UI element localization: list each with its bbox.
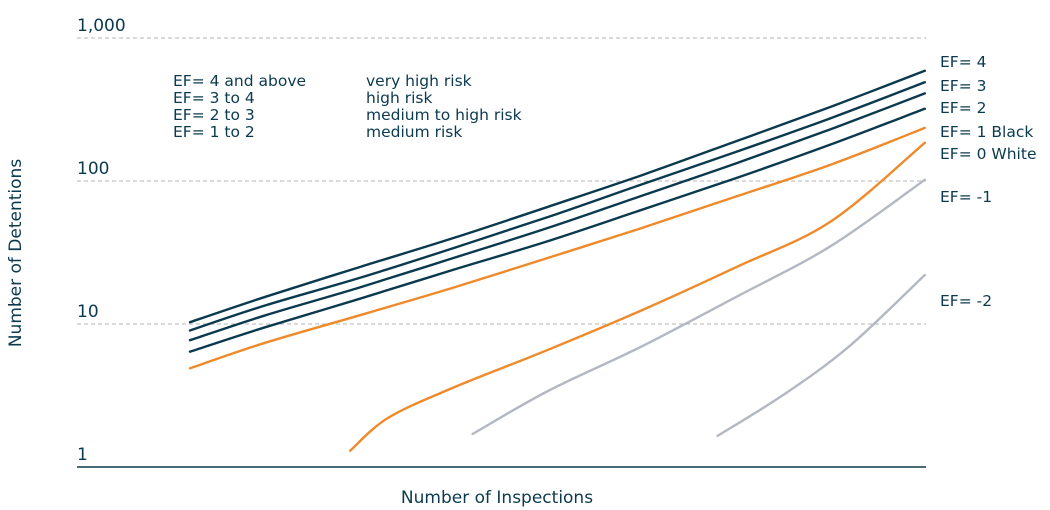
series-line-ef2	[188, 92, 926, 342]
key-range: EF= 2 to 3	[173, 106, 255, 124]
series-lines	[188, 69, 926, 452]
y-axis-title: Number of Detentions	[6, 159, 26, 347]
series-labels: EF= 4 EF= 3 EF= 2 EF= 1 Black EF= 0 White EF=…	[940, 53, 1036, 310]
series-line-ef1black	[188, 107, 926, 353]
series-label: EF= -2	[940, 292, 992, 310]
series-label: EF= 3	[940, 77, 987, 95]
series-label: EF= 4	[940, 53, 987, 71]
series-line-ef0white	[188, 126, 926, 370]
key-risk: medium risk	[366, 123, 462, 141]
series-line-ef4	[188, 69, 926, 324]
key-risk: very high risk	[366, 72, 472, 90]
key-risk: medium to high risk	[366, 106, 522, 124]
x-axis-title: Number of Inspections	[401, 488, 593, 508]
y-tick-label: 10	[77, 302, 99, 322]
key-risk: high risk	[366, 89, 432, 107]
series-line-ef-3	[716, 273, 926, 438]
series-line-ef-2	[471, 178, 926, 436]
key-range: EF= 3 to 4	[173, 89, 255, 107]
series-line-ef-1	[349, 141, 926, 452]
series-label: EF= 2	[940, 99, 987, 117]
y-tick-label: 1,000	[77, 16, 126, 36]
key-range: EF= 1 to 2	[173, 123, 255, 141]
series-label: EF= -1	[940, 188, 992, 206]
y-tick-label: 1	[77, 445, 88, 465]
key-range: EF= 4 and above	[173, 72, 306, 90]
series-label: EF= 1 Black	[940, 123, 1033, 141]
series-label: EF= 0 White	[940, 145, 1036, 163]
series-line-ef3	[188, 81, 926, 332]
y-tick-label: 100	[77, 159, 109, 179]
risk-key: EF= 4 and above very high risk EF= 3 to 4 h…	[173, 72, 522, 141]
